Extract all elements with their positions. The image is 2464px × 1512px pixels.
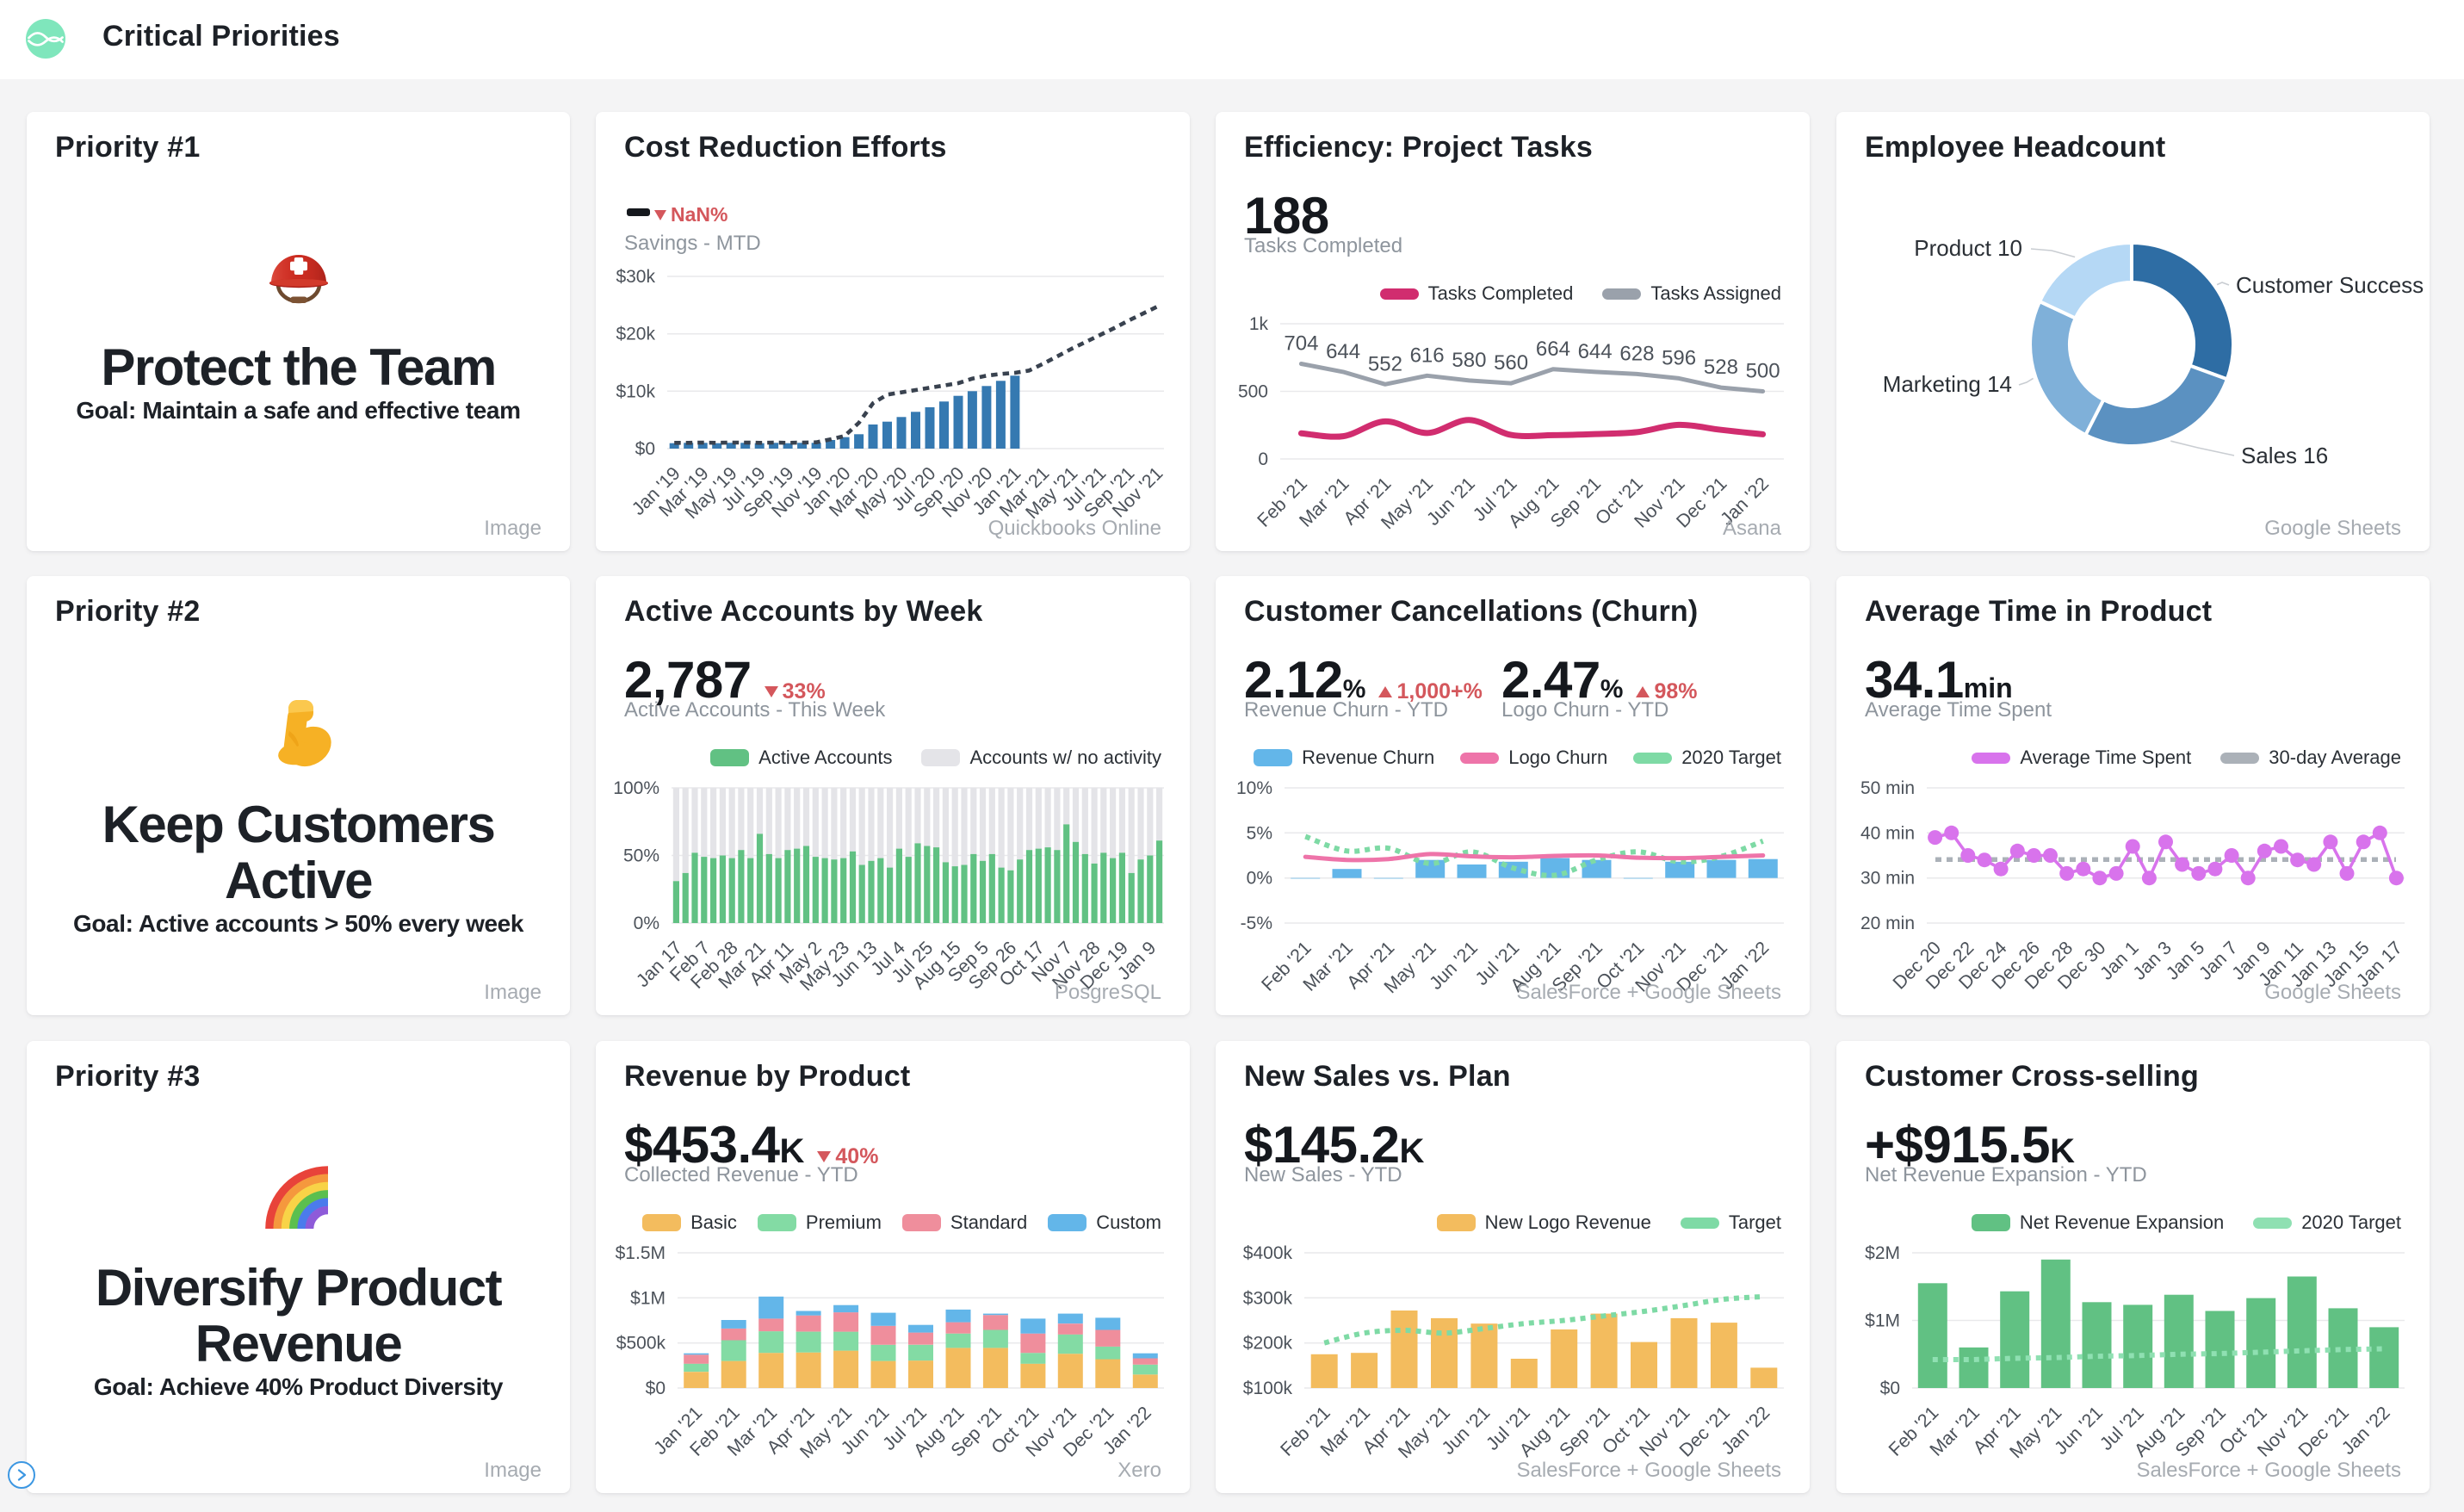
svg-text:596: 596 [1662, 346, 1696, 369]
svg-text:644: 644 [1326, 340, 1360, 363]
svg-text:616: 616 [1410, 344, 1445, 367]
svg-text:0%: 0% [1247, 869, 1272, 889]
svg-text:30 min: 30 min [1860, 869, 1915, 889]
svg-text:40 min: 40 min [1860, 823, 1915, 843]
svg-text:-5%: -5% [1241, 914, 1272, 933]
svg-text:500: 500 [1746, 360, 1780, 383]
svg-text:50 min: 50 min [1860, 778, 1915, 798]
svg-text:500: 500 [1238, 382, 1268, 402]
svg-text:644: 644 [1578, 340, 1613, 363]
svg-text:704: 704 [1284, 332, 1318, 356]
svg-text:Customer Success: Customer Success [2236, 272, 2424, 298]
svg-text:$1.5M: $1.5M [616, 1243, 666, 1263]
svg-text:580: 580 [1452, 349, 1486, 372]
svg-text:$10k: $10k [616, 381, 655, 401]
svg-text:628: 628 [1619, 342, 1654, 365]
svg-text:$400k: $400k [1243, 1243, 1293, 1263]
svg-text:$1M: $1M [630, 1288, 666, 1308]
svg-text:$0: $0 [1880, 1379, 1900, 1398]
svg-text:$1M: $1M [1865, 1311, 1900, 1331]
svg-text:$100k: $100k [1243, 1379, 1293, 1398]
svg-text:Marketing 14: Marketing 14 [1883, 371, 2012, 397]
svg-text:$0: $0 [646, 1379, 666, 1398]
svg-text:50%: 50% [623, 846, 659, 866]
svg-text:552: 552 [1368, 352, 1402, 375]
svg-text:0: 0 [1258, 449, 1268, 469]
svg-text:528: 528 [1704, 356, 1738, 379]
svg-text:$0: $0 [635, 439, 655, 459]
svg-text:10%: 10% [1236, 778, 1272, 798]
svg-text:100%: 100% [613, 778, 659, 798]
svg-text:1k: 1k [1249, 314, 1269, 334]
svg-text:664: 664 [1536, 338, 1570, 361]
svg-text:Jun '21: Jun '21 [1422, 474, 1479, 530]
svg-text:Product 10: Product 10 [1914, 235, 2022, 261]
svg-text:$200k: $200k [1243, 1334, 1293, 1354]
svg-text:$30k: $30k [616, 267, 655, 287]
svg-text:$2M: $2M [1865, 1243, 1900, 1263]
svg-text:$20k: $20k [616, 325, 655, 344]
svg-text:$300k: $300k [1243, 1288, 1293, 1308]
svg-text:20 min: 20 min [1860, 914, 1915, 933]
svg-text:$500k: $500k [616, 1334, 666, 1354]
svg-text:560: 560 [1494, 351, 1528, 375]
svg-text:Sales 16: Sales 16 [2241, 443, 2328, 468]
svg-text:5%: 5% [1247, 823, 1272, 843]
svg-text:0%: 0% [634, 914, 659, 933]
